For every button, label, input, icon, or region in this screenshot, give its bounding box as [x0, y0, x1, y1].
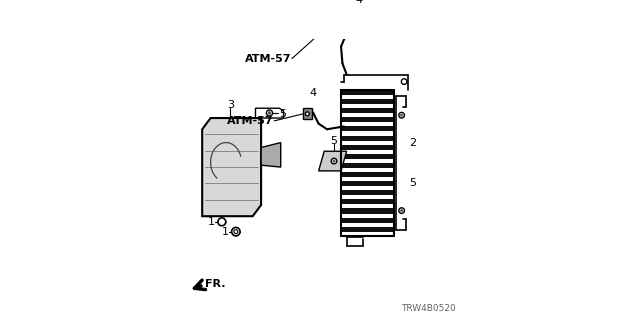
Circle shape	[266, 110, 273, 116]
Circle shape	[346, 2, 350, 7]
Circle shape	[399, 208, 404, 213]
Polygon shape	[341, 136, 394, 140]
Text: 5: 5	[279, 109, 286, 119]
Text: TRW4B0520: TRW4B0520	[401, 304, 456, 313]
Polygon shape	[341, 117, 394, 122]
Polygon shape	[261, 143, 281, 167]
Text: 4: 4	[355, 0, 362, 5]
Polygon shape	[202, 118, 261, 216]
Polygon shape	[341, 227, 394, 232]
Polygon shape	[341, 90, 394, 95]
Circle shape	[332, 158, 337, 164]
Polygon shape	[344, 0, 352, 10]
Polygon shape	[341, 181, 394, 186]
Text: 4: 4	[310, 88, 317, 98]
Text: ATM-57: ATM-57	[227, 116, 274, 126]
Circle shape	[305, 112, 309, 116]
Circle shape	[399, 112, 404, 118]
Circle shape	[234, 230, 238, 234]
Polygon shape	[341, 172, 394, 177]
Text: ATM-57: ATM-57	[245, 53, 291, 64]
Polygon shape	[303, 108, 312, 119]
Polygon shape	[341, 145, 394, 150]
Text: FR.: FR.	[205, 278, 225, 289]
Polygon shape	[341, 154, 394, 159]
Text: 1: 1	[222, 227, 229, 237]
Circle shape	[401, 114, 403, 116]
Text: 3: 3	[227, 100, 234, 110]
Circle shape	[333, 160, 335, 162]
Text: 5: 5	[409, 178, 416, 188]
Text: 5: 5	[330, 136, 337, 147]
Polygon shape	[341, 218, 394, 223]
Circle shape	[268, 112, 271, 114]
Polygon shape	[341, 99, 394, 104]
Circle shape	[218, 218, 226, 226]
Text: 2: 2	[409, 138, 416, 148]
Polygon shape	[341, 108, 394, 113]
Polygon shape	[341, 163, 394, 168]
Polygon shape	[341, 199, 394, 204]
Circle shape	[232, 228, 240, 236]
Text: 1: 1	[208, 217, 215, 227]
Polygon shape	[319, 151, 347, 171]
Polygon shape	[341, 126, 394, 132]
Circle shape	[401, 210, 403, 212]
Polygon shape	[341, 209, 394, 213]
Circle shape	[401, 79, 407, 84]
Polygon shape	[341, 190, 394, 195]
